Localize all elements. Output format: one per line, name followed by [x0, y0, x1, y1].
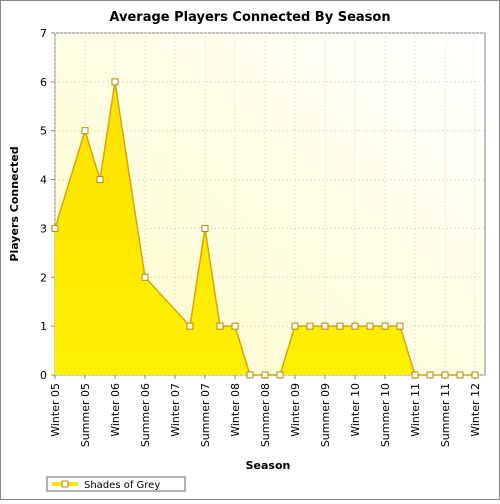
x-tick-label: Winter 09 [289, 383, 302, 437]
x-tick-label: Winter 05 [49, 383, 62, 437]
point [396, 322, 404, 330]
x-tick-label: Summer 05 [79, 383, 92, 447]
x-tick-label: Summer 11 [439, 383, 452, 447]
y-axis-label: Players Connected [8, 146, 21, 261]
y-tick-label: 2 [40, 271, 47, 284]
point [201, 224, 209, 232]
point [261, 371, 269, 379]
point [216, 322, 224, 330]
point [426, 371, 434, 379]
chart-title: Average Players Connected By Season [109, 10, 390, 25]
x-tick-label: Winter 08 [229, 383, 242, 437]
x-tick-label: Winter 07 [169, 383, 182, 437]
point [306, 322, 314, 330]
point [231, 322, 239, 330]
x-tick-label: Summer 10 [379, 383, 392, 447]
x-tick-label: Winter 12 [469, 383, 482, 437]
point [321, 322, 329, 330]
x-tick-label: Summer 08 [259, 383, 272, 447]
x-tick-label: Summer 06 [139, 383, 152, 447]
point [336, 322, 344, 330]
point [81, 127, 89, 135]
x-tick-label: Winter 06 [109, 383, 122, 437]
x-tick-label: Summer 07 [199, 383, 212, 447]
y-tick-label: 5 [40, 125, 47, 138]
legend [46, 476, 186, 492]
x-tick-label: Winter 10 [349, 383, 362, 437]
point [96, 176, 104, 184]
y-tick-label: 3 [40, 222, 47, 235]
point [291, 322, 299, 330]
point [381, 322, 389, 330]
point [246, 371, 254, 379]
point [456, 371, 464, 379]
point [366, 322, 374, 330]
y-tick-label: 6 [40, 76, 47, 89]
point [441, 371, 449, 379]
point [351, 322, 359, 330]
x-tick-label: Summer 09 [319, 383, 332, 447]
legend-marker [61, 480, 69, 488]
y-tick-label: 0 [40, 369, 47, 382]
y-tick-label: 7 [40, 27, 47, 40]
point [141, 273, 149, 281]
point [111, 78, 119, 86]
area-fill [55, 81, 475, 375]
point [411, 371, 419, 379]
legend-label: Shades of Grey [84, 480, 160, 491]
point [471, 371, 479, 379]
point [186, 322, 194, 330]
point [276, 371, 284, 379]
x-tick-label: Winter 11 [409, 383, 422, 437]
point [51, 224, 59, 232]
y-tick-label: 4 [40, 174, 47, 187]
x-axis-label: Season [246, 459, 291, 472]
y-tick-label: 1 [40, 320, 47, 333]
